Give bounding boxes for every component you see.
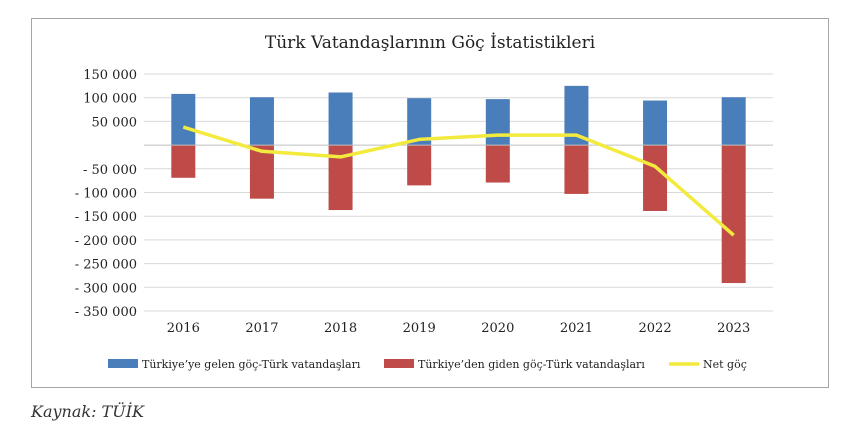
chart-frame: Türk Vatandaşlarının Göç İstatistikleri … [31,18,829,388]
x-tick-label-2023: 2023 [717,321,750,336]
y-tick-label: - 150 000 [75,210,137,225]
chart-title: Türk Vatandaşlarının Göç İstatistikleri [265,32,596,53]
emigration-bar-2016 [171,145,196,178]
y-tick-label: - 350 000 [75,305,137,320]
legend: Türkiye’ye gelen göç-Türk vatandaşları Tü… [108,358,747,371]
emigration-bar-2017 [249,145,274,199]
y-tick-label: 100 000 [83,92,137,107]
y-tick-label: - 200 000 [75,234,137,249]
x-tick-label-2020: 2020 [481,321,514,336]
immigration-bar-2022 [643,100,668,146]
immigration-bar-2016 [171,93,196,146]
y-tick-label: 50 000 [92,115,138,130]
x-tick-label-2022: 2022 [639,321,672,336]
legend-swatch-immigration [108,359,138,368]
legend-label: Türkiye’ye gelen göç-Türk vatandaşları [142,358,361,371]
legend-swatch-emigration [384,359,414,368]
emigration-bar-2020 [485,145,510,183]
y-tick-label: 150 000 [83,68,137,83]
source-note: Kaynak: TÜİK [31,402,144,421]
x-tick-label-2016: 2016 [167,321,200,336]
emigration-bar-2022 [643,145,668,211]
x-tick-label-2017: 2017 [245,321,278,336]
chart-canvas: Türk Vatandaşlarının Göç İstatistikleri … [75,32,773,371]
x-tick-label-2021: 2021 [560,321,593,336]
y-tick-label: - 300 000 [75,281,137,296]
legend-label: Net göç [703,358,747,371]
y-axis-tick-labels: 150 000 100 000 50 000 - 50 000 - 100 000 - 1… [75,68,137,320]
y-tick-label: - 50 000 [83,163,137,178]
x-tick-label-2019: 2019 [403,321,436,336]
emigration-bar-2021 [564,145,589,194]
x-axis-tick-labels: 2016 2017 2018 2019 2020 2021 2022 2023 [167,321,750,336]
immigration-bar-2023 [721,97,746,146]
immigration-bar-2020 [485,99,510,146]
bar-series [171,85,746,284]
x-tick-label-2018: 2018 [324,321,357,336]
grid-lines [144,73,773,312]
legend-label: Türkiye’den giden göç-Türk vatandaşları [418,358,645,371]
immigration-bar-2017 [249,97,274,146]
immigration-bar-2018 [328,92,353,146]
net-migration-series [182,125,735,237]
emigration-bar-2023 [721,145,746,284]
y-tick-label: - 250 000 [75,258,137,273]
net-migration-line [182,125,735,237]
y-tick-label: - 100 000 [75,187,137,202]
emigration-bar-2019 [407,145,432,186]
